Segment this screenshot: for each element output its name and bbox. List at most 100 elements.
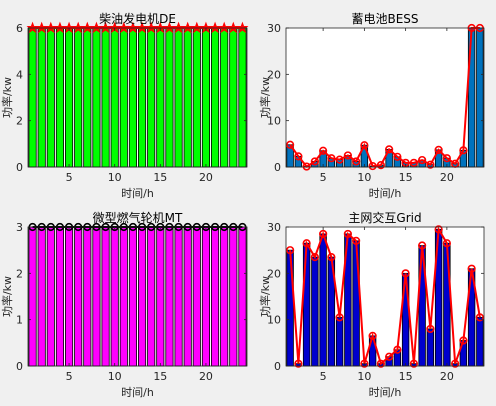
bar-20 (443, 242, 451, 367)
series-line (289, 27, 480, 168)
circle-marker (442, 154, 451, 163)
y-axis-label: 功率/kw (0, 77, 14, 118)
x-tick-label: 10 (108, 171, 122, 184)
circle-marker (327, 154, 336, 163)
x-tick-label: 5 (320, 171, 327, 184)
circle-marker (294, 152, 303, 161)
axes-frame (285, 226, 485, 367)
circle-marker (426, 324, 435, 334)
y-tick-label: 0 (16, 360, 23, 373)
circle-marker (376, 359, 385, 368)
circle-marker (418, 241, 427, 250)
subplot-grid: 5 10 15 20 0 10 20 30 主网交互Grid 时间/h 功率/kw (258, 210, 485, 399)
bar-8 (92, 226, 101, 367)
circle-marker (385, 145, 394, 154)
x-tick-label: 15 (153, 370, 167, 383)
x-tick-label: 5 (66, 171, 73, 184)
x-tick-label: 20 (199, 171, 213, 184)
bar-2 (37, 27, 46, 168)
bar-10 (110, 27, 119, 168)
circle-marker (286, 140, 295, 149)
bar-19 (192, 226, 201, 367)
circle-marker (360, 359, 369, 368)
bar-21 (211, 226, 220, 367)
bar-22 (220, 226, 229, 367)
circle-marker (343, 151, 352, 160)
circle-marker (409, 158, 418, 167)
bar-22 (220, 27, 229, 168)
bar-5 (65, 226, 74, 367)
x-tick-label: 10 (108, 370, 122, 383)
y-axis-label: 功率/kw (258, 276, 272, 317)
circle-marker (286, 246, 295, 255)
bar-16 (165, 226, 174, 367)
bar-20 (201, 226, 210, 367)
plot-area (286, 28, 484, 167)
circle-marker (319, 146, 328, 155)
circle-marker (302, 162, 311, 171)
subplot-title: 微型燃气轮机MT (93, 210, 183, 225)
axes-frame (285, 27, 485, 168)
circle-marker (360, 141, 369, 150)
circle-marker (352, 236, 361, 245)
circle-marker (376, 161, 385, 170)
star-marker (236, 21, 249, 34)
bar-13 (138, 27, 147, 168)
circle-marker (368, 161, 377, 171)
subplot-title: 主网交互Grid (348, 210, 421, 225)
bar-3 (302, 242, 311, 367)
bar-18 (183, 226, 192, 367)
bar-17 (174, 27, 183, 168)
x-tick-label: 5 (66, 370, 73, 383)
bar-15 (156, 226, 165, 367)
bar-7 (83, 226, 92, 367)
subplot-title: 蓄电池BESS (351, 12, 418, 26)
y-tick-label: 6 (16, 22, 23, 35)
y-tick-label: 3 (16, 221, 23, 234)
x-tick-label: 5 (320, 370, 327, 383)
bar-1 (286, 249, 294, 367)
y-tick-label: 30 (267, 22, 281, 35)
bar-5 (319, 233, 327, 367)
bar-11 (119, 226, 128, 367)
circle-marker (434, 145, 443, 154)
circle-marker (467, 264, 476, 273)
bar-24 (238, 226, 247, 367)
bar-4 (55, 27, 64, 168)
x-tick-label: 15 (399, 171, 413, 184)
y-tick-label: 2 (16, 267, 23, 280)
circle-marker (401, 269, 410, 278)
circle-marker (434, 225, 443, 234)
bar-11 (119, 27, 128, 168)
bar-10 (110, 226, 119, 367)
circle-marker (393, 152, 402, 161)
circle-marker (426, 160, 435, 169)
circle-marker (459, 336, 468, 345)
circle-marker (327, 253, 336, 262)
y-tick-label: 20 (267, 267, 281, 280)
bar-1 (28, 226, 37, 367)
circle-marker (319, 229, 328, 239)
circle-marker (418, 155, 427, 165)
circle-marker (310, 157, 319, 166)
bar-9 (101, 226, 110, 367)
plot-area (28, 28, 247, 167)
circle-marker (459, 146, 468, 155)
x-tick-label: 15 (399, 370, 413, 383)
bar-24 (476, 316, 484, 367)
bar-7 (83, 27, 92, 168)
y-tick-label: 2 (16, 115, 23, 128)
circle-marker (451, 359, 460, 368)
circle-marker (335, 313, 344, 322)
bar-17 (174, 226, 183, 367)
bar-4 (55, 226, 64, 367)
y-tick-label: 1 (16, 314, 23, 327)
bar-14 (147, 226, 156, 367)
bar-24 (476, 27, 484, 168)
y-tick-label: 10 (267, 115, 281, 128)
subplot-title: 柴油发电机DE (99, 11, 176, 26)
bar-3 (46, 27, 55, 168)
bar-6 (74, 27, 83, 168)
subplot-de: 5 10 15 20 0 2 4 6 柴油发电机DE 时间/h 功率/kw (0, 11, 249, 200)
